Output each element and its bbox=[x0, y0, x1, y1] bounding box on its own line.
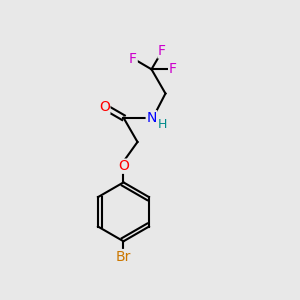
Text: O: O bbox=[118, 159, 129, 173]
Text: Br: Br bbox=[116, 250, 131, 264]
Text: H: H bbox=[158, 118, 167, 131]
Text: F: F bbox=[169, 62, 177, 76]
Text: F: F bbox=[158, 44, 166, 58]
Text: O: O bbox=[99, 100, 110, 114]
Text: F: F bbox=[129, 52, 137, 66]
Text: N: N bbox=[146, 111, 157, 125]
